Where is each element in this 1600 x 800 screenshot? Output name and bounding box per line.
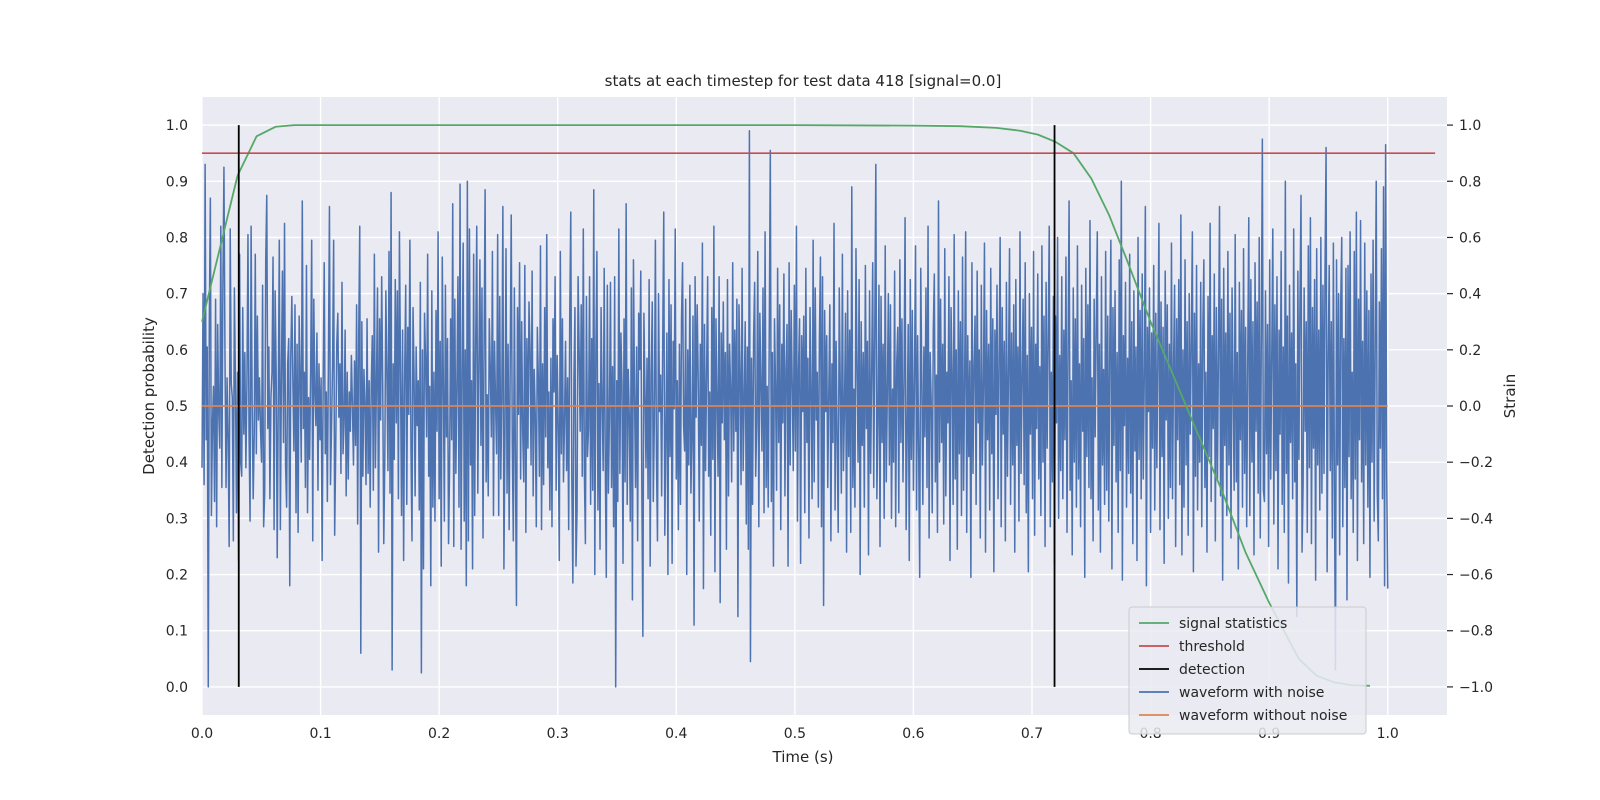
y-tick-label: 0.2 [166,568,188,584]
y-axis-label: Detection probability [140,317,158,475]
y-tick-label: 0.7 [166,287,188,303]
y-tick-label: 1.0 [166,118,188,134]
y2-tick-label: 0.6 [1459,230,1481,246]
y2-tick-label: −0.8 [1459,624,1493,640]
y2-tick-label: −0.2 [1459,455,1493,471]
y2-tick-label: 0.0 [1459,399,1481,415]
x-tick-label: 0.3 [547,726,569,742]
legend-label: signal statistics [1179,616,1287,632]
y-tick-label: 0.1 [166,624,188,640]
y2-tick-label: 0.2 [1459,343,1481,359]
legend-label: waveform with noise [1179,685,1324,701]
x-tick-label: 0.1 [309,726,331,742]
x-tick-label: 0.5 [784,726,806,742]
detection-series [237,125,1056,687]
y-tick-label: 0.3 [166,511,188,527]
x-tick-label: 0.0 [191,726,213,742]
y2-tick-label: −0.6 [1459,568,1493,584]
y-tick-label: 0.8 [166,230,188,246]
x-tick-label: 0.7 [1021,726,1043,742]
y2-tick-label: 0.4 [1459,287,1481,303]
y2-tick-label: −0.4 [1459,511,1493,527]
y2-tick-label: −1.0 [1459,680,1493,696]
waveform-with-noise-series [201,129,1389,688]
x-tick-label: 0.4 [665,726,687,742]
y2-axis-label: Strain [1501,374,1519,418]
y-tick-label: 0.9 [166,174,188,190]
x-tick-label: 1.0 [1377,726,1399,742]
legend-box [1128,606,1367,735]
legend-label: detection [1179,662,1245,678]
legend-label: threshold [1179,639,1245,655]
y-tick-label: 0.6 [166,343,188,359]
x-tick-label: 0.6 [902,726,924,742]
y2-tick-label: 1.0 [1459,118,1481,134]
y-tick-label: 0.0 [166,680,188,696]
y-tick-label: 0.4 [166,455,188,471]
chart-title: stats at each timestep for test data 418… [605,72,1002,90]
legend: signal statistics threshold detection wavef… [1128,606,1367,735]
y2-tick-label: 0.8 [1459,174,1481,190]
x-axis-label: Time (s) [772,748,834,766]
waveform-with-noise-line [201,129,1389,688]
y-tick-label: 0.5 [166,399,188,415]
legend-label: waveform without noise [1179,708,1347,724]
x-tick-label: 0.2 [428,726,450,742]
